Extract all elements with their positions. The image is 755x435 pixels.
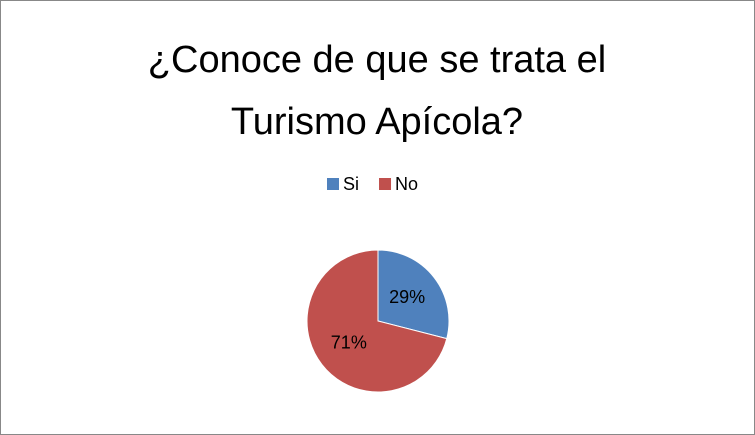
chart-title: ¿Conoce de que se trata el Turismo Apíco… bbox=[147, 39, 607, 143]
legend-label: No bbox=[395, 174, 418, 194]
data-label: 71% bbox=[331, 332, 367, 352]
pie-slice bbox=[306, 249, 448, 393]
legend-swatch bbox=[327, 178, 339, 190]
legend-label: Si bbox=[343, 174, 359, 194]
data-label: 29% bbox=[389, 287, 425, 307]
pie-slice bbox=[377, 249, 450, 340]
legend-swatch bbox=[379, 178, 392, 190]
